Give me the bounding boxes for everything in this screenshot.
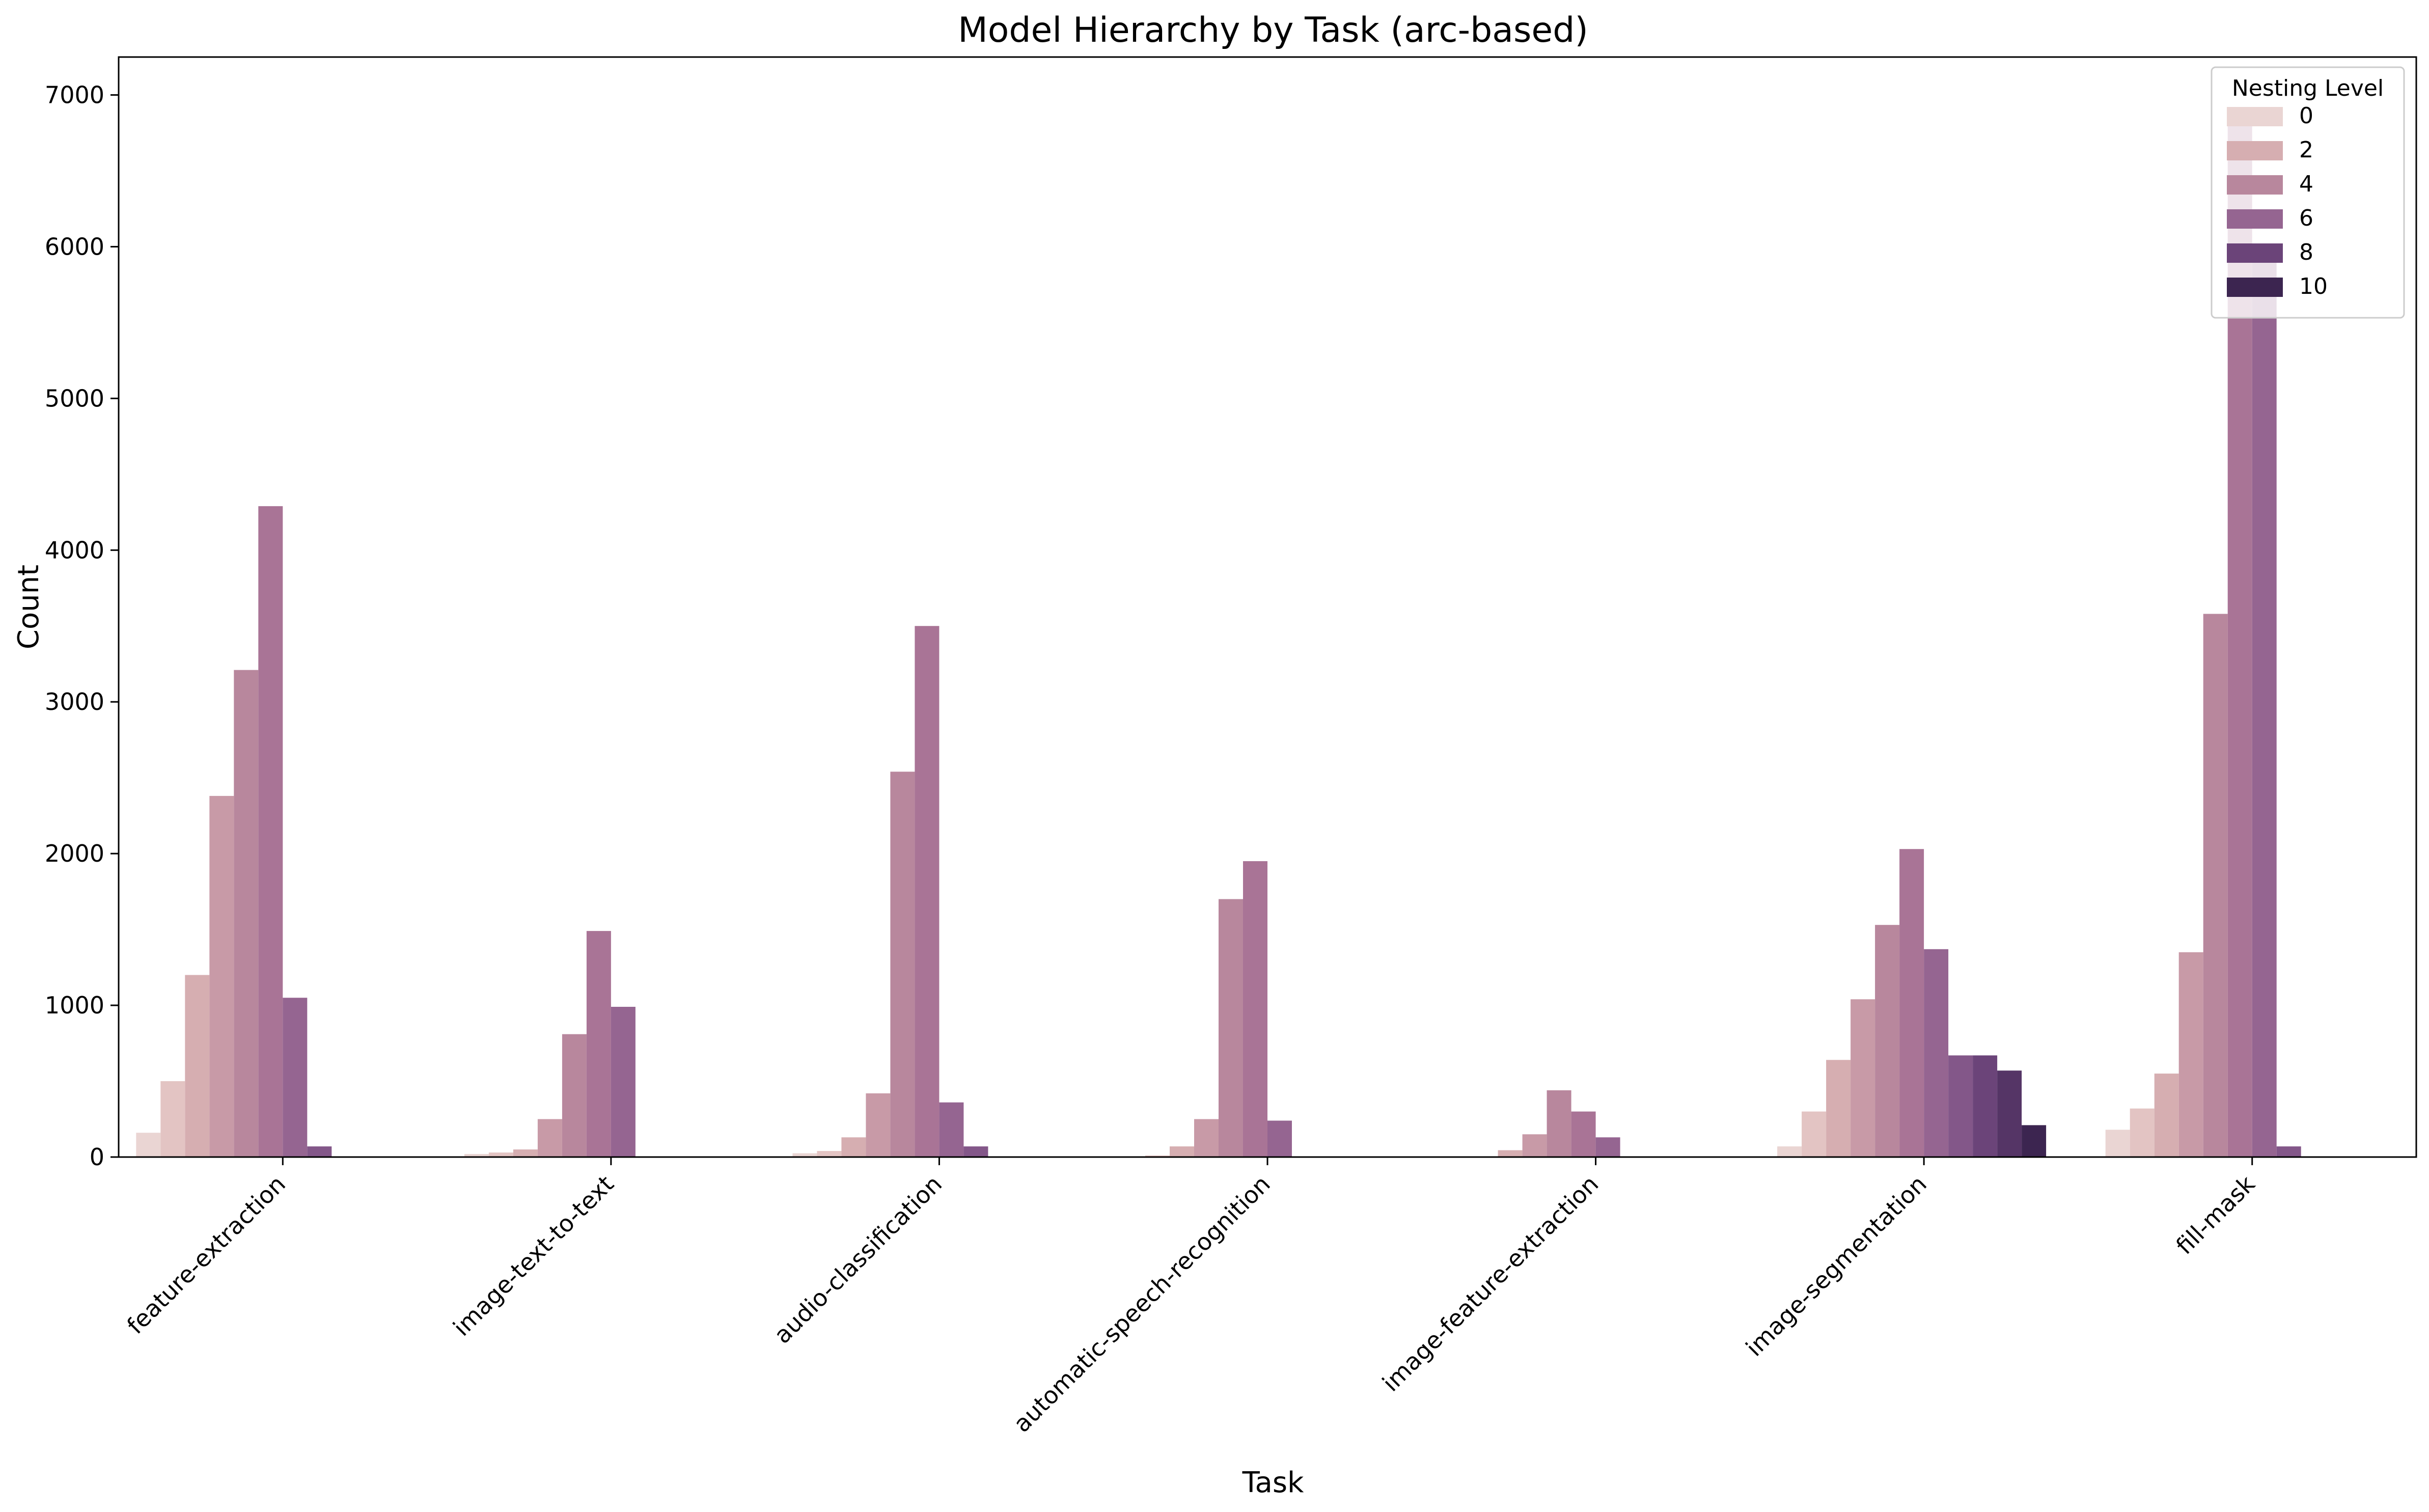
bar-image-feature-extraction-level-5	[1571, 1111, 1596, 1157]
legend-label-4: 4	[2299, 171, 2313, 197]
bar-image-text-to-text-level-1	[488, 1152, 513, 1157]
bar-feature-extraction-level-6	[283, 998, 308, 1157]
bar-feature-extraction-level-5	[258, 506, 283, 1157]
legend-swatch-0	[2227, 107, 2283, 126]
y-tick-label: 6000	[45, 233, 104, 260]
bar-image-text-to-text-level-0	[464, 1154, 489, 1157]
bar-audio-classification-level-4	[890, 772, 915, 1157]
bar-automatic-speech-recognition-level-2	[1170, 1146, 1194, 1157]
bar-audio-classification-level-1	[817, 1151, 842, 1157]
bar-automatic-speech-recognition-level-5	[1243, 861, 1267, 1157]
y-tick-label: 0	[90, 1143, 104, 1171]
bar-feature-extraction-level-7	[307, 1146, 332, 1157]
bar-feature-extraction-level-3	[209, 795, 234, 1157]
bar-audio-classification-level-3	[866, 1093, 891, 1157]
y-tick-label: 5000	[45, 384, 104, 412]
legend-label-8: 8	[2299, 239, 2313, 265]
bar-image-feature-extraction-level-3	[1522, 1134, 1547, 1157]
bar-fill-mask-level-7	[2276, 1146, 2301, 1157]
bar-feature-extraction-level-4	[234, 670, 259, 1157]
bar-audio-classification-level-2	[841, 1137, 866, 1157]
legend: Nesting Level 0 2 4 6 8 10	[2211, 66, 2405, 319]
x-tick-label: image-text-to-text	[448, 1170, 619, 1341]
bar-image-segmentation-level-5	[1899, 849, 1924, 1157]
legend-label-10: 10	[2299, 273, 2328, 299]
bar-feature-extraction-level-2	[185, 975, 210, 1157]
legend-title: Nesting Level	[2232, 75, 2384, 101]
bar-fill-mask-level-4	[2203, 614, 2228, 1157]
bars-layer	[136, 107, 2301, 1157]
y-tick-label: 4000	[45, 536, 104, 564]
bar-audio-classification-level-0	[792, 1153, 817, 1157]
bar-fill-mask-level-0	[2105, 1130, 2130, 1157]
bar-fill-mask-level-3	[2178, 952, 2203, 1157]
bar-image-segmentation-level-4	[1875, 925, 1900, 1157]
chart-title: Model Hierarchy by Task (arc-based)	[958, 10, 1588, 50]
legend-swatch-8	[2227, 243, 2283, 263]
y-tick-label: 1000	[45, 992, 104, 1019]
x-tick-label: feature-extraction	[122, 1170, 291, 1339]
bar-image-feature-extraction-level-6	[1595, 1137, 1620, 1157]
bar-audio-classification-level-5	[915, 626, 940, 1157]
bar-feature-extraction-level-1	[160, 1081, 185, 1157]
bar-image-segmentation-level-7	[1948, 1055, 1973, 1157]
bar-image-segmentation-level-9	[1997, 1070, 2022, 1157]
y-tick-label: 7000	[45, 81, 104, 108]
bar-image-segmentation-level-6	[1924, 949, 1949, 1157]
bar-audio-classification-level-7	[963, 1146, 988, 1157]
x-axis-title: Task	[1242, 1466, 1304, 1499]
bar-image-segmentation-level-8	[1973, 1055, 1998, 1157]
bar-image-text-to-text-level-5	[586, 931, 611, 1157]
bar-feature-extraction-level-0	[136, 1133, 161, 1157]
bar-automatic-speech-recognition-level-4	[1219, 899, 1243, 1157]
legend-swatch-2	[2227, 141, 2283, 160]
legend-swatch-4	[2227, 175, 2283, 195]
x-tick-label: audio-classification	[768, 1170, 947, 1349]
y-tick-label: 2000	[45, 840, 104, 867]
legend-label-6: 6	[2299, 205, 2313, 231]
bar-fill-mask-level-6	[2252, 254, 2277, 1157]
x-tick-label: image-feature-extraction	[1377, 1170, 1604, 1397]
x-tick-label: fill-mask	[2171, 1170, 2260, 1259]
bar-image-text-to-text-level-2	[513, 1149, 538, 1157]
legend-label-0: 0	[2299, 103, 2313, 129]
x-axis: feature-extraction image-text-to-text audi…	[122, 1157, 2260, 1438]
legend-label-2: 2	[2299, 137, 2313, 163]
bar-image-segmentation-level-1	[1802, 1111, 1827, 1157]
bar-audio-classification-level-6	[939, 1102, 964, 1157]
bar-image-feature-extraction-level-4	[1547, 1090, 1571, 1157]
y-axis-title: Count	[12, 565, 45, 649]
y-axis: 0 1000 2000 3000 4000 5000 6000 7000	[45, 81, 119, 1171]
legend-swatch-6	[2227, 209, 2283, 229]
y-tick-label: 3000	[45, 688, 104, 716]
bar-image-segmentation-level-2	[1826, 1060, 1851, 1157]
x-tick-label: automatic-speech-recognition	[1008, 1170, 1275, 1438]
bar-automatic-speech-recognition-level-3	[1194, 1119, 1219, 1157]
x-tick-label: image-segmentation	[1741, 1170, 1932, 1362]
bar-image-segmentation-level-0	[1777, 1146, 1802, 1157]
bar-image-segmentation-level-10	[2022, 1125, 2047, 1157]
bar-image-feature-extraction-level-2	[1498, 1150, 1523, 1157]
bar-image-text-to-text-level-6	[611, 1007, 636, 1157]
bar-image-segmentation-level-3	[1851, 999, 1875, 1157]
bar-image-text-to-text-level-4	[562, 1034, 587, 1157]
bar-automatic-speech-recognition-level-6	[1267, 1120, 1292, 1157]
legend-swatch-10	[2227, 278, 2283, 297]
bar-image-text-to-text-level-3	[537, 1119, 562, 1157]
legend-items: 0 2 4 6 8 10	[2227, 103, 2328, 299]
bar-fill-mask-level-2	[2154, 1074, 2179, 1157]
bar-fill-mask-level-1	[2130, 1108, 2155, 1157]
